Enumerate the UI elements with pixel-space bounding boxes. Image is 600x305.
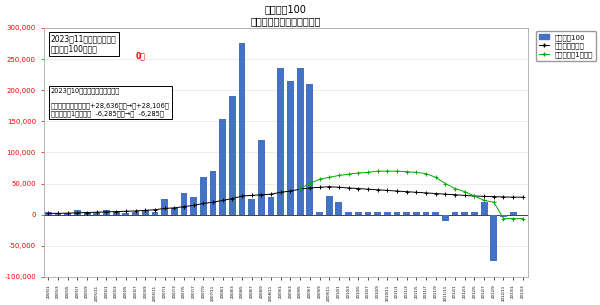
Bar — [403, 212, 410, 215]
Bar — [113, 212, 119, 215]
Bar — [307, 84, 313, 215]
Bar — [335, 202, 342, 215]
Bar — [84, 212, 91, 215]
Bar — [171, 208, 178, 215]
Bar — [55, 214, 61, 215]
Bar — [74, 210, 81, 215]
Bar — [132, 212, 139, 215]
Bar — [258, 140, 265, 215]
Bar — [239, 44, 245, 215]
Bar — [152, 212, 158, 215]
Bar — [297, 68, 304, 215]
Bar — [413, 212, 420, 215]
Bar — [422, 212, 430, 215]
Bar — [161, 199, 168, 215]
Bar — [500, 215, 507, 217]
Bar — [471, 212, 478, 215]
Bar — [94, 214, 100, 215]
Bar — [277, 68, 284, 215]
Bar — [374, 212, 381, 215]
Bar — [461, 212, 468, 215]
Bar — [433, 212, 439, 215]
Bar — [355, 212, 362, 215]
Bar — [490, 215, 497, 261]
Bar — [442, 215, 449, 221]
Legend: イギリス100, 平均（全期間）, 平均（近直1年間）: イギリス100, 平均（全期間）, 平均（近直1年間） — [536, 31, 596, 61]
Bar — [268, 197, 274, 215]
Text: 2023年11月の価格調整額
イギリス100：: 2023年11月の価格調整額 イギリス100： — [51, 34, 116, 54]
Text: 0円: 0円 — [136, 52, 145, 61]
Bar — [181, 193, 187, 215]
Bar — [384, 212, 391, 215]
Bar — [248, 199, 255, 215]
Title: イギリス100
価格調整額（月次）の推移: イギリス100 価格調整額（月次）の推移 — [250, 4, 321, 26]
Text: 2023年10月からの平均値の変動

平均（全期間）　　：+28,636円　→　+28,106円
平均（近直1年間）：  -6,285円　→　  -6,285円: 2023年10月からの平均値の変動 平均（全期間） ：+28,636円 → +2… — [51, 88, 170, 117]
Bar — [345, 212, 352, 215]
Bar — [103, 210, 110, 215]
Bar — [45, 212, 52, 215]
Bar — [365, 212, 371, 215]
Bar — [200, 177, 207, 215]
Bar — [394, 212, 400, 215]
Bar — [219, 120, 226, 215]
Bar — [142, 210, 149, 215]
Bar — [190, 197, 197, 215]
Bar — [64, 213, 71, 215]
Bar — [229, 96, 236, 215]
Bar — [209, 171, 217, 215]
Bar — [287, 81, 294, 215]
Bar — [481, 202, 488, 215]
Bar — [316, 212, 323, 215]
Bar — [452, 212, 458, 215]
Bar — [510, 212, 517, 215]
Bar — [122, 213, 129, 215]
Bar — [326, 196, 332, 215]
